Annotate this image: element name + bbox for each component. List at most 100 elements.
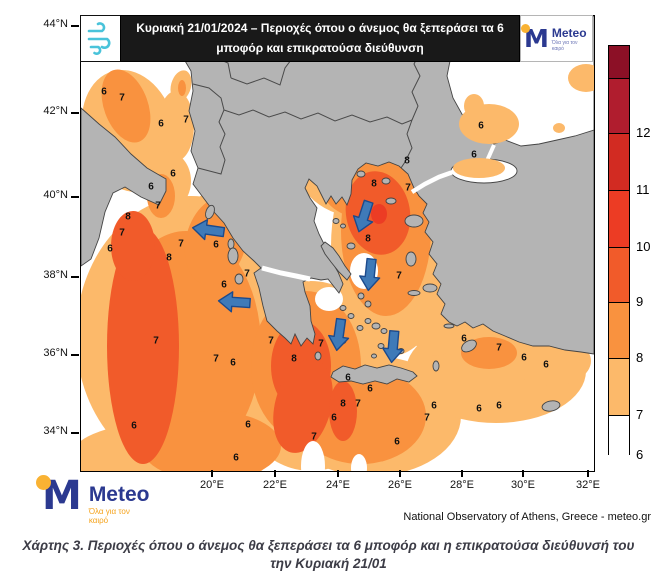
wind-speed-label: 8 [371, 179, 377, 190]
wind-speed-label: 6 [221, 280, 227, 291]
wind-speed-label: 6 [521, 353, 527, 364]
lat-tick [71, 354, 79, 356]
wind-area-bft9 [371, 204, 387, 224]
attribution-text: National Observatory of Athens, Greece -… [403, 511, 651, 523]
lat-tick [71, 196, 79, 198]
wind-speed-label: 6 [461, 334, 467, 345]
colorbar-tick-label: 6 [636, 446, 644, 462]
lon-tick-label: 26°E [388, 479, 412, 491]
wind-speed-label: 7 [244, 269, 250, 280]
island-crete [330, 364, 418, 385]
lat-tick-label: 42°N [43, 105, 68, 117]
wind-speed-label: 6 [101, 87, 107, 98]
wind-speed-label: 8 [340, 399, 346, 410]
banner-line1: Κυριακή 21/01/2024 – Περιοχές όπου ο άνε… [136, 21, 504, 36]
colorbar-tick-label: 7 [636, 406, 644, 422]
colorbar-segment [609, 303, 629, 359]
wind-speed-label: 7 [405, 183, 411, 194]
colorbar-tick-label: 11 [636, 181, 650, 197]
wind-speed-label: 7 [268, 336, 274, 347]
colorbar-segment [609, 248, 629, 303]
wind-icon [87, 21, 111, 55]
wind-speed-label: 7 [178, 239, 184, 250]
wind-speed-label: 6 [148, 182, 154, 193]
lon-tick-label: 24°E [326, 479, 350, 491]
colorbar [608, 45, 630, 456]
wind-speed-label: 7 [153, 336, 159, 347]
wind-speed-label: 7 [155, 201, 161, 212]
colorbar-segment [609, 79, 629, 134]
wind-speed-label: 8 [166, 253, 172, 264]
wind-speed-label: 6 [170, 169, 176, 180]
lon-tick [587, 470, 589, 477]
lat-tick [71, 25, 79, 27]
wind-speed-label: 7 [119, 93, 125, 104]
lat-tick-label: 38°N [43, 269, 68, 281]
lat-tick-label: 40°N [43, 189, 68, 201]
banner-line2: μποφόρ και επικρατούσα διεύθυνση [216, 40, 424, 55]
wind-speed-label: 7 [311, 432, 317, 443]
wind-speed-label: 8 [291, 354, 297, 365]
meteo-monogram: M [521, 24, 549, 51]
lon-tick [461, 470, 463, 477]
wind-speed-label: 6 [158, 119, 164, 130]
wind-speed-label: 6 [367, 384, 373, 395]
lon-tick-label: 30°E [511, 479, 535, 491]
wind-speed-label: 7 [355, 399, 361, 410]
wind-speed-label: 6 [233, 453, 239, 464]
colorbar-segment [609, 359, 629, 416]
meteo-monogram: M [36, 475, 82, 516]
wind-speed-label: 6 [230, 358, 236, 369]
wind-speed-label: 6 [245, 420, 251, 431]
land-italy [81, 107, 167, 267]
brand-tagline: Όλα για τον καιρό [551, 39, 578, 52]
wind-area-bft8 [107, 171, 411, 464]
lat-tick-label: 34°N [43, 425, 68, 437]
wind-speed-label: 7 [318, 339, 324, 350]
wind-speed-label: 6 [394, 437, 400, 448]
wind-speed-label: 8 [404, 156, 410, 167]
island-euboea [320, 241, 352, 281]
wind-speed-label: 6 [331, 413, 337, 424]
wind-speed-label: 6 [543, 360, 549, 371]
wind-speed-label: 7 [213, 354, 219, 365]
islands [205, 170, 561, 412]
wind-direction-arrow [217, 291, 251, 313]
colorbar-segment [609, 46, 629, 79]
lat-tick [71, 112, 79, 114]
wind-speed-label: 7 [119, 228, 125, 239]
wind-speed-label: 7 [424, 413, 430, 424]
wind-speed-label: 6 [476, 404, 482, 415]
wind-direction-arrows [191, 199, 404, 364]
lon-tick [399, 470, 401, 477]
colorbar-segment [609, 191, 629, 248]
meteo-logo-top: M Meteo Όλα για τον καιρό [520, 15, 593, 62]
wind-speed-label: 6 [345, 373, 351, 384]
figure-caption: Χάρτης 3. Περιοχές όπου ο άνεμος θα ξεπε… [0, 537, 657, 573]
wind-speed-label: 6 [478, 121, 484, 132]
colorbar-segment [609, 134, 629, 191]
lat-tick [71, 432, 79, 434]
brand-tagline: Όλα για τον καιρό [88, 507, 130, 526]
wind-direction-arrow [352, 199, 374, 233]
wind-speed-label: 6 [213, 240, 219, 251]
wind-speed-label: 6 [431, 401, 437, 412]
wind-speed-label: 7 [496, 343, 502, 354]
wind-speed-label: 6 [471, 150, 477, 161]
lon-tick-label: 22°E [263, 479, 287, 491]
wind-speed-label: 8 [125, 212, 131, 223]
lon-tick-label: 32°E [576, 479, 600, 491]
red-spot [371, 204, 387, 224]
lon-tick-label: 28°E [450, 479, 474, 491]
wind-speed-label: 6 [496, 401, 502, 412]
logo-dot-icon [36, 475, 51, 490]
lon-tick [337, 470, 339, 477]
wind-icon-box [80, 15, 121, 62]
wind-speed-label: 7 [183, 115, 189, 126]
colorbar-tick-label: 9 [636, 293, 644, 309]
colorbar-tick-label: 8 [636, 349, 644, 365]
wind-direction-arrow [191, 218, 226, 241]
